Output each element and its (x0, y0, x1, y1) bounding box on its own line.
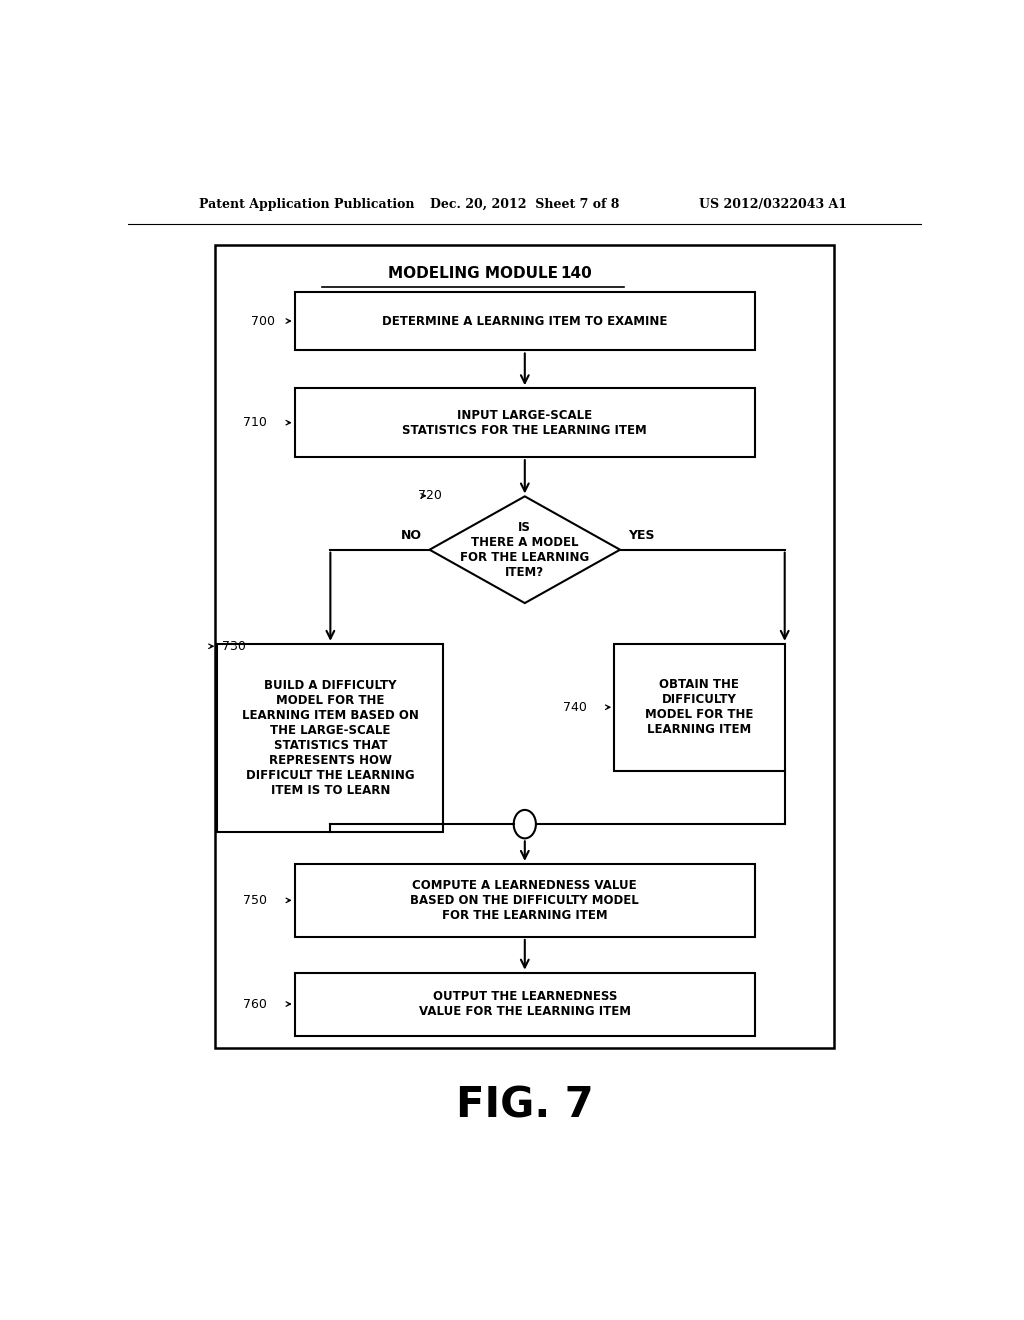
Text: 700: 700 (251, 314, 274, 327)
Text: COMPUTE A LEARNEDNESS VALUE
BASED ON THE DIFFICULTY MODEL
FOR THE LEARNING ITEM: COMPUTE A LEARNEDNESS VALUE BASED ON THE… (411, 879, 639, 921)
FancyBboxPatch shape (295, 863, 755, 937)
FancyBboxPatch shape (295, 292, 755, 351)
FancyBboxPatch shape (295, 973, 755, 1036)
Text: YES: YES (628, 528, 654, 541)
Text: 760: 760 (243, 998, 267, 1011)
Text: 720: 720 (418, 490, 441, 503)
Text: 740: 740 (563, 701, 587, 714)
Text: 140: 140 (560, 265, 592, 281)
Polygon shape (430, 496, 620, 603)
Text: BUILD A DIFFICULTY
MODEL FOR THE
LEARNING ITEM BASED ON
THE LARGE-SCALE
STATISTI: BUILD A DIFFICULTY MODEL FOR THE LEARNIN… (242, 678, 419, 797)
Text: NO: NO (400, 528, 422, 541)
Text: MODELING MODULE: MODELING MODULE (388, 265, 558, 281)
Text: INPUT LARGE-SCALE
STATISTICS FOR THE LEARNING ITEM: INPUT LARGE-SCALE STATISTICS FOR THE LEA… (402, 409, 647, 437)
Text: Dec. 20, 2012  Sheet 7 of 8: Dec. 20, 2012 Sheet 7 of 8 (430, 198, 618, 211)
Text: OBTAIN THE
DIFFICULTY
MODEL FOR THE
LEARNING ITEM: OBTAIN THE DIFFICULTY MODEL FOR THE LEAR… (645, 678, 754, 737)
Text: FIG. 7: FIG. 7 (456, 1085, 594, 1127)
Text: DETERMINE A LEARNING ITEM TO EXAMINE: DETERMINE A LEARNING ITEM TO EXAMINE (382, 314, 668, 327)
Text: OUTPUT THE LEARNEDNESS
VALUE FOR THE LEARNING ITEM: OUTPUT THE LEARNEDNESS VALUE FOR THE LEA… (419, 990, 631, 1018)
FancyBboxPatch shape (215, 244, 835, 1048)
FancyBboxPatch shape (614, 644, 784, 771)
Text: 750: 750 (243, 894, 267, 907)
Text: Patent Application Publication: Patent Application Publication (200, 198, 415, 211)
FancyBboxPatch shape (217, 644, 443, 832)
FancyBboxPatch shape (295, 388, 755, 457)
Text: 730: 730 (221, 640, 246, 653)
Text: 710: 710 (243, 416, 267, 429)
Text: IS
THERE A MODEL
FOR THE LEARNING
ITEM?: IS THERE A MODEL FOR THE LEARNING ITEM? (460, 520, 590, 578)
Text: US 2012/0322043 A1: US 2012/0322043 A1 (699, 198, 848, 211)
